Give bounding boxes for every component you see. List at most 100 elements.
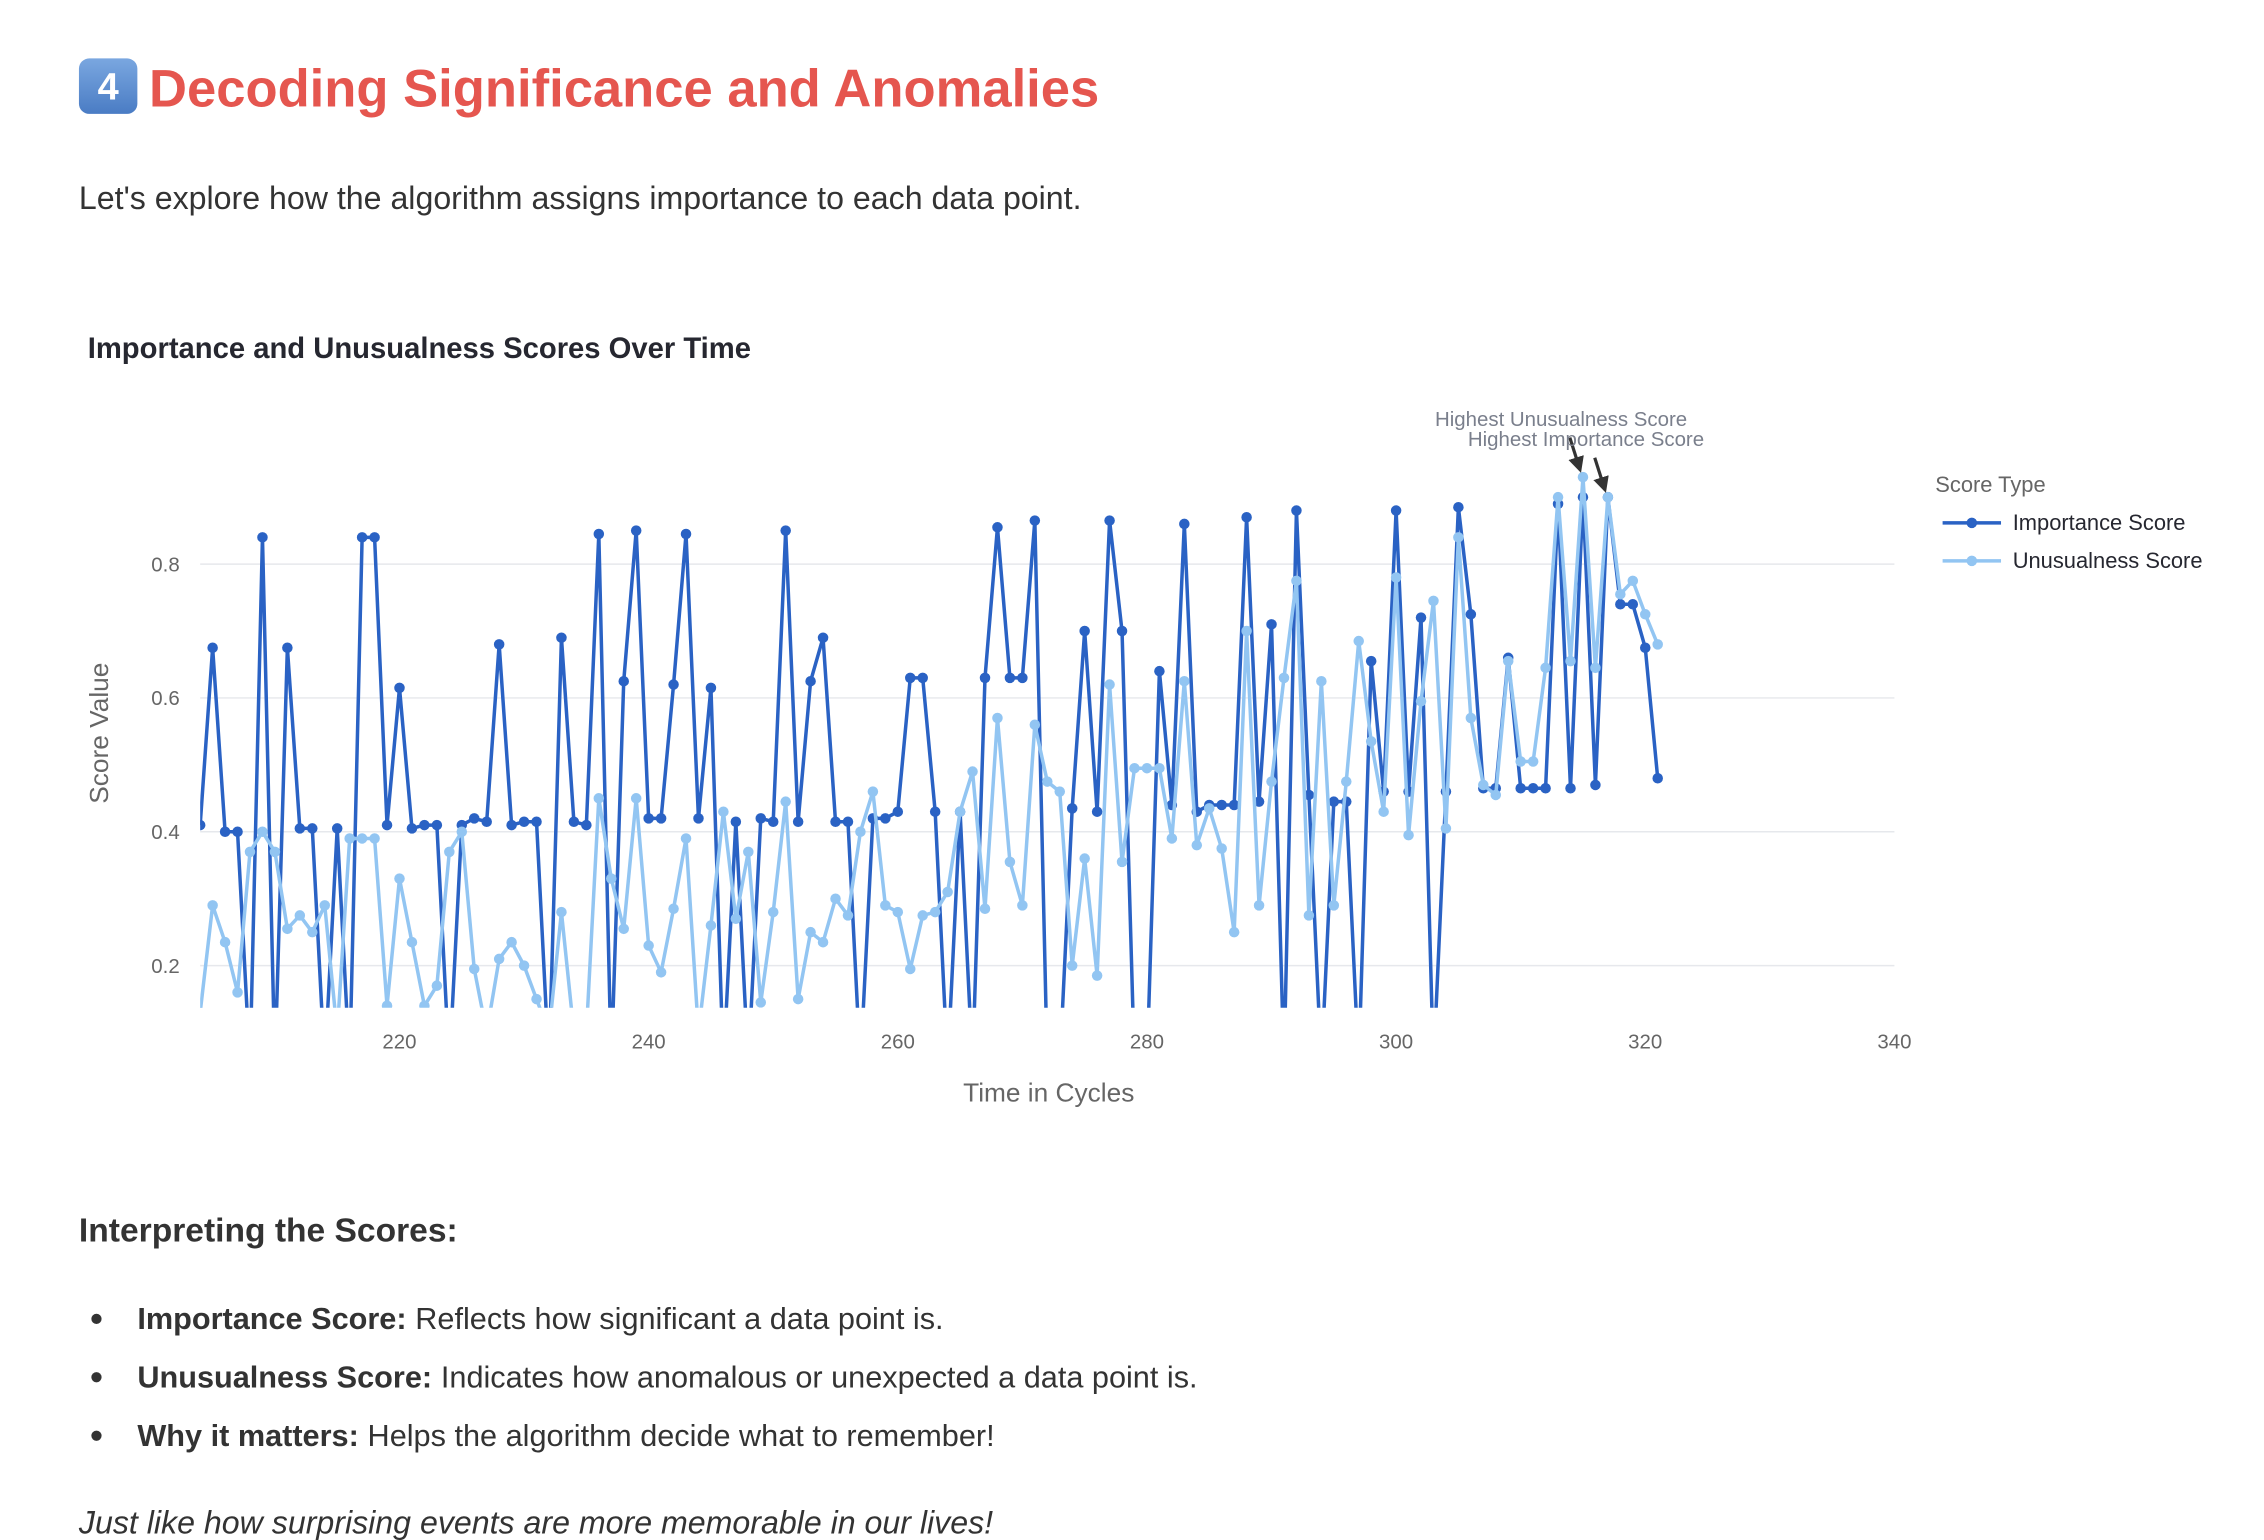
series-point — [200, 819, 206, 831]
series-point — [655, 813, 667, 824]
series-point — [1652, 639, 1663, 650]
series-point — [232, 987, 243, 998]
keycap-icon — [78, 58, 138, 114]
series-point — [1502, 655, 1514, 667]
series-point — [219, 826, 231, 838]
series-point — [1079, 625, 1090, 637]
series-point — [680, 833, 692, 844]
series-point — [270, 1061, 281, 1072]
series-point — [1029, 515, 1041, 526]
series-point — [1590, 662, 1601, 674]
series-line — [200, 495, 1660, 1008]
series-point — [568, 816, 580, 827]
series-point — [282, 923, 293, 935]
series-point — [481, 1027, 492, 1038]
series-point — [767, 816, 779, 827]
series-point — [544, 1061, 555, 1072]
series-point — [307, 823, 318, 834]
series-point — [569, 1027, 580, 1038]
series-point — [1054, 1061, 1065, 1072]
series-point — [929, 806, 941, 817]
series-point — [755, 813, 767, 824]
series-point — [556, 906, 567, 918]
plot-area — [200, 471, 1663, 1072]
series-point — [655, 967, 667, 978]
series-point — [493, 953, 505, 965]
series-point — [1565, 783, 1576, 794]
series-point — [992, 522, 1003, 533]
series-point — [867, 786, 879, 797]
series-point — [244, 846, 256, 858]
series-point — [718, 806, 729, 817]
series-point — [319, 1061, 330, 1072]
series-point — [1216, 799, 1227, 811]
series-point — [892, 806, 904, 817]
series-point — [531, 816, 542, 827]
series-point — [1365, 655, 1377, 667]
series-point — [904, 672, 916, 684]
series-point — [1091, 806, 1103, 817]
series-point — [1615, 598, 1626, 610]
series-point — [406, 936, 418, 948]
series-point — [1216, 843, 1227, 854]
series-point — [1241, 511, 1252, 523]
series-point — [693, 1027, 704, 1038]
series-point — [468, 963, 480, 975]
series-point — [792, 993, 804, 1005]
bullet — [91, 1313, 102, 1324]
x-tick-label: 340 — [1877, 1031, 1911, 1054]
series-point — [431, 819, 443, 831]
series-point — [1627, 598, 1639, 610]
series-point — [1116, 856, 1128, 868]
series-point — [1154, 665, 1165, 677]
series-point — [630, 525, 642, 536]
series-point — [1253, 796, 1265, 807]
series-point — [1328, 796, 1340, 807]
series-point — [917, 672, 928, 684]
series-point — [979, 903, 991, 914]
series-point — [805, 926, 816, 938]
series-point — [544, 1027, 555, 1038]
series-point — [1565, 655, 1576, 667]
list-text: Helps the algorithm decide what to remem… — [368, 1419, 995, 1453]
series-point — [381, 819, 393, 831]
series-point — [1253, 900, 1265, 911]
section-heading: Interpreting the Scores: — [79, 1212, 458, 1249]
series-point — [855, 1061, 866, 1072]
series-point — [1453, 532, 1464, 543]
series-point — [245, 1061, 256, 1072]
series-point — [780, 796, 791, 807]
series-point — [743, 1061, 754, 1072]
series-point — [1478, 779, 1489, 791]
series-point — [219, 936, 231, 948]
series-point — [1540, 662, 1551, 674]
series-point — [506, 936, 517, 948]
series-point — [929, 906, 941, 918]
series-point — [269, 846, 281, 858]
intro-text: Let's explore how the algorithm assigns … — [79, 180, 1082, 216]
series-point — [1116, 625, 1128, 637]
series-point — [1577, 471, 1589, 483]
x-tick-label: 240 — [632, 1031, 666, 1054]
series-point — [381, 1000, 393, 1008]
list-term: Why it matters: — [137, 1419, 358, 1453]
series-point — [518, 816, 530, 827]
series-point — [618, 675, 629, 687]
annotation-arrow — [1568, 437, 1584, 473]
series-point — [1639, 642, 1651, 654]
series-point — [1353, 635, 1364, 647]
series-point — [1552, 491, 1564, 503]
series-point — [1303, 910, 1315, 921]
series-point — [1141, 762, 1153, 774]
series-point — [755, 997, 767, 1008]
series-point — [232, 826, 243, 838]
series-point — [1328, 900, 1340, 911]
series-point — [967, 1061, 978, 1072]
series-point — [1129, 762, 1140, 774]
series-line — [200, 475, 1660, 1008]
legend-title: Score Type — [1935, 472, 2045, 497]
series-point — [643, 940, 654, 951]
series-point — [1428, 1061, 1439, 1072]
grid — [200, 563, 1895, 967]
series-point — [1142, 1061, 1153, 1072]
